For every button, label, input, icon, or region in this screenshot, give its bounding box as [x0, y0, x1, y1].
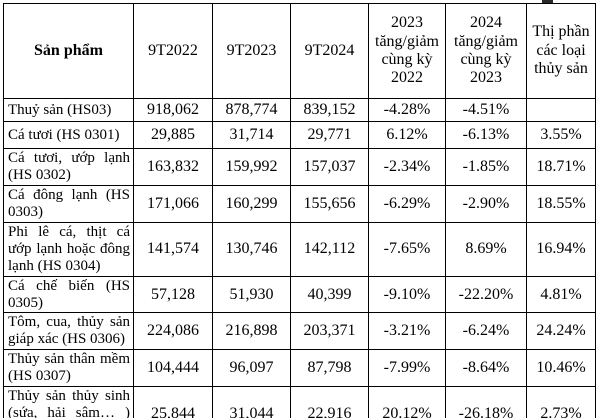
value-cell: 29,771 [290, 121, 369, 149]
value-cell: 155,656 [290, 184, 369, 223]
table-row: Thuỷ sản (HS03) 918,062 878,774 839,152 -4.2… [3, 98, 596, 122]
value-cell: 18.55% [526, 184, 596, 223]
value-cell: 163,832 [133, 148, 213, 186]
value-cell: 31,714 [212, 121, 291, 149]
product-cell: Thủy sản thân mềm (HS 0307) [3, 349, 134, 388]
value-cell: 57,128 [133, 275, 213, 314]
value-cell: 141,574 [133, 221, 213, 277]
product-cell: Cá chế biến (HS 0305) [3, 275, 134, 314]
value-cell: 25,844 [133, 386, 213, 418]
value-cell: 51,930 [212, 275, 291, 314]
product-cell: Cá tươi (HS 0301) [3, 121, 134, 149]
value-cell: 31,044 [212, 386, 291, 418]
value-cell: 171,066 [133, 184, 213, 223]
value-cell: -6.29% [368, 184, 446, 223]
column-header: 9T2024 [290, 3, 369, 99]
value-cell: 24.24% [526, 312, 596, 351]
value-cell: 10.46% [526, 349, 596, 388]
value-cell [526, 98, 596, 122]
value-cell: -1.85% [445, 148, 527, 186]
value-cell: 18.71% [526, 148, 596, 186]
table-row: Thủy sản thủy sinh (sứa, hải sâm… ) (HS … [3, 386, 596, 418]
column-header: Thị phần các loại thủy sản [526, 3, 596, 99]
value-cell: 203,371 [290, 312, 369, 351]
value-cell: -4.28% [368, 98, 446, 122]
value-cell: -26.18% [445, 386, 527, 418]
value-cell: 142,112 [290, 221, 369, 277]
value-cell: 87,798 [290, 349, 369, 388]
table-row: Cá tươi, ướp lạnh (HS 0302) 163,832 159,99… [3, 148, 596, 186]
column-header: 9T2022 [133, 3, 213, 99]
value-cell: 96,097 [212, 349, 291, 388]
value-cell: -3.21% [368, 312, 446, 351]
value-cell: 160,299 [212, 184, 291, 223]
value-cell: 22,916 [290, 386, 369, 418]
seafood-export-table: Sản phẩm 9T2022 9T2023 9T2024 2023 tăng/giảm… [3, 3, 596, 418]
product-cell: Cá tươi, ướp lạnh (HS 0302) [3, 148, 134, 186]
product-cell: Tôm, cua, thủy sản giáp xác (HS 0306) [3, 312, 134, 351]
value-cell: 224,086 [133, 312, 213, 351]
column-header: 9T2023 [212, 3, 291, 99]
value-cell: 104,444 [133, 349, 213, 388]
value-cell: -22.20% [445, 275, 527, 314]
value-cell: -8.64% [445, 349, 527, 388]
product-cell: Thuỷ sản (HS03) [3, 98, 134, 122]
value-cell: 3.55% [526, 121, 596, 149]
product-cell: Cá đông lạnh (HS 0303) [3, 184, 134, 223]
value-cell: 157,037 [290, 148, 369, 186]
column-header-product: Sản phẩm [3, 3, 134, 99]
value-cell: -6.13% [445, 121, 527, 149]
cropped-text-fragment [542, 0, 553, 3]
value-cell: -6.24% [445, 312, 527, 351]
value-cell: 159,992 [212, 148, 291, 186]
value-cell: 16.94% [526, 221, 596, 277]
product-cell: Phi lê cá, thịt cá ướp lạnh hoặc đông lạ… [3, 221, 134, 277]
value-cell: 4.81% [526, 275, 596, 314]
value-cell: 130,746 [212, 221, 291, 277]
table-row: Phi lê cá, thịt cá ướp lạnh hoặc đông lạ… [3, 221, 596, 277]
value-cell: 8.69% [445, 221, 527, 277]
table-row: Cá tươi (HS 0301) 29,885 31,714 29,771 6.12%… [3, 121, 596, 149]
value-cell: 918,062 [133, 98, 213, 122]
value-cell: 6.12% [368, 121, 446, 149]
table-row: Thủy sản thân mềm (HS 0307) 104,444 96,097… [3, 349, 596, 388]
value-cell: -9.10% [368, 275, 446, 314]
column-header: 2024 tăng/giảm cùng kỳ 2023 [445, 3, 527, 99]
product-cell: Thủy sản thủy sinh (sứa, hải sâm… ) (HS … [3, 386, 134, 418]
value-cell: -7.99% [368, 349, 446, 388]
value-cell: 40,399 [290, 275, 369, 314]
table-row: Tôm, cua, thủy sản giáp xác (HS 0306) 224… [3, 312, 596, 351]
header-row: Sản phẩm 9T2022 9T2023 9T2024 2023 tăng/giảm… [3, 3, 596, 99]
value-cell: 878,774 [212, 98, 291, 122]
value-cell: 20.12% [368, 386, 446, 418]
value-cell: -2.90% [445, 184, 527, 223]
value-cell: 216,898 [212, 312, 291, 351]
value-cell: -7.65% [368, 221, 446, 277]
table-row: Cá chế biến (HS 0305) 57,128 51,930 40,399-… [3, 275, 596, 314]
value-cell: 2.73% [526, 386, 596, 418]
column-header: 2023 tăng/giảm cùng kỳ 2022 [368, 3, 446, 99]
value-cell: -4.51% [445, 98, 527, 122]
table-row: Cá đông lạnh (HS 0303) 171,066 160,299 155,… [3, 184, 596, 223]
value-cell: -2.34% [368, 148, 446, 186]
value-cell: 839,152 [290, 98, 369, 122]
value-cell: 29,885 [133, 121, 213, 149]
